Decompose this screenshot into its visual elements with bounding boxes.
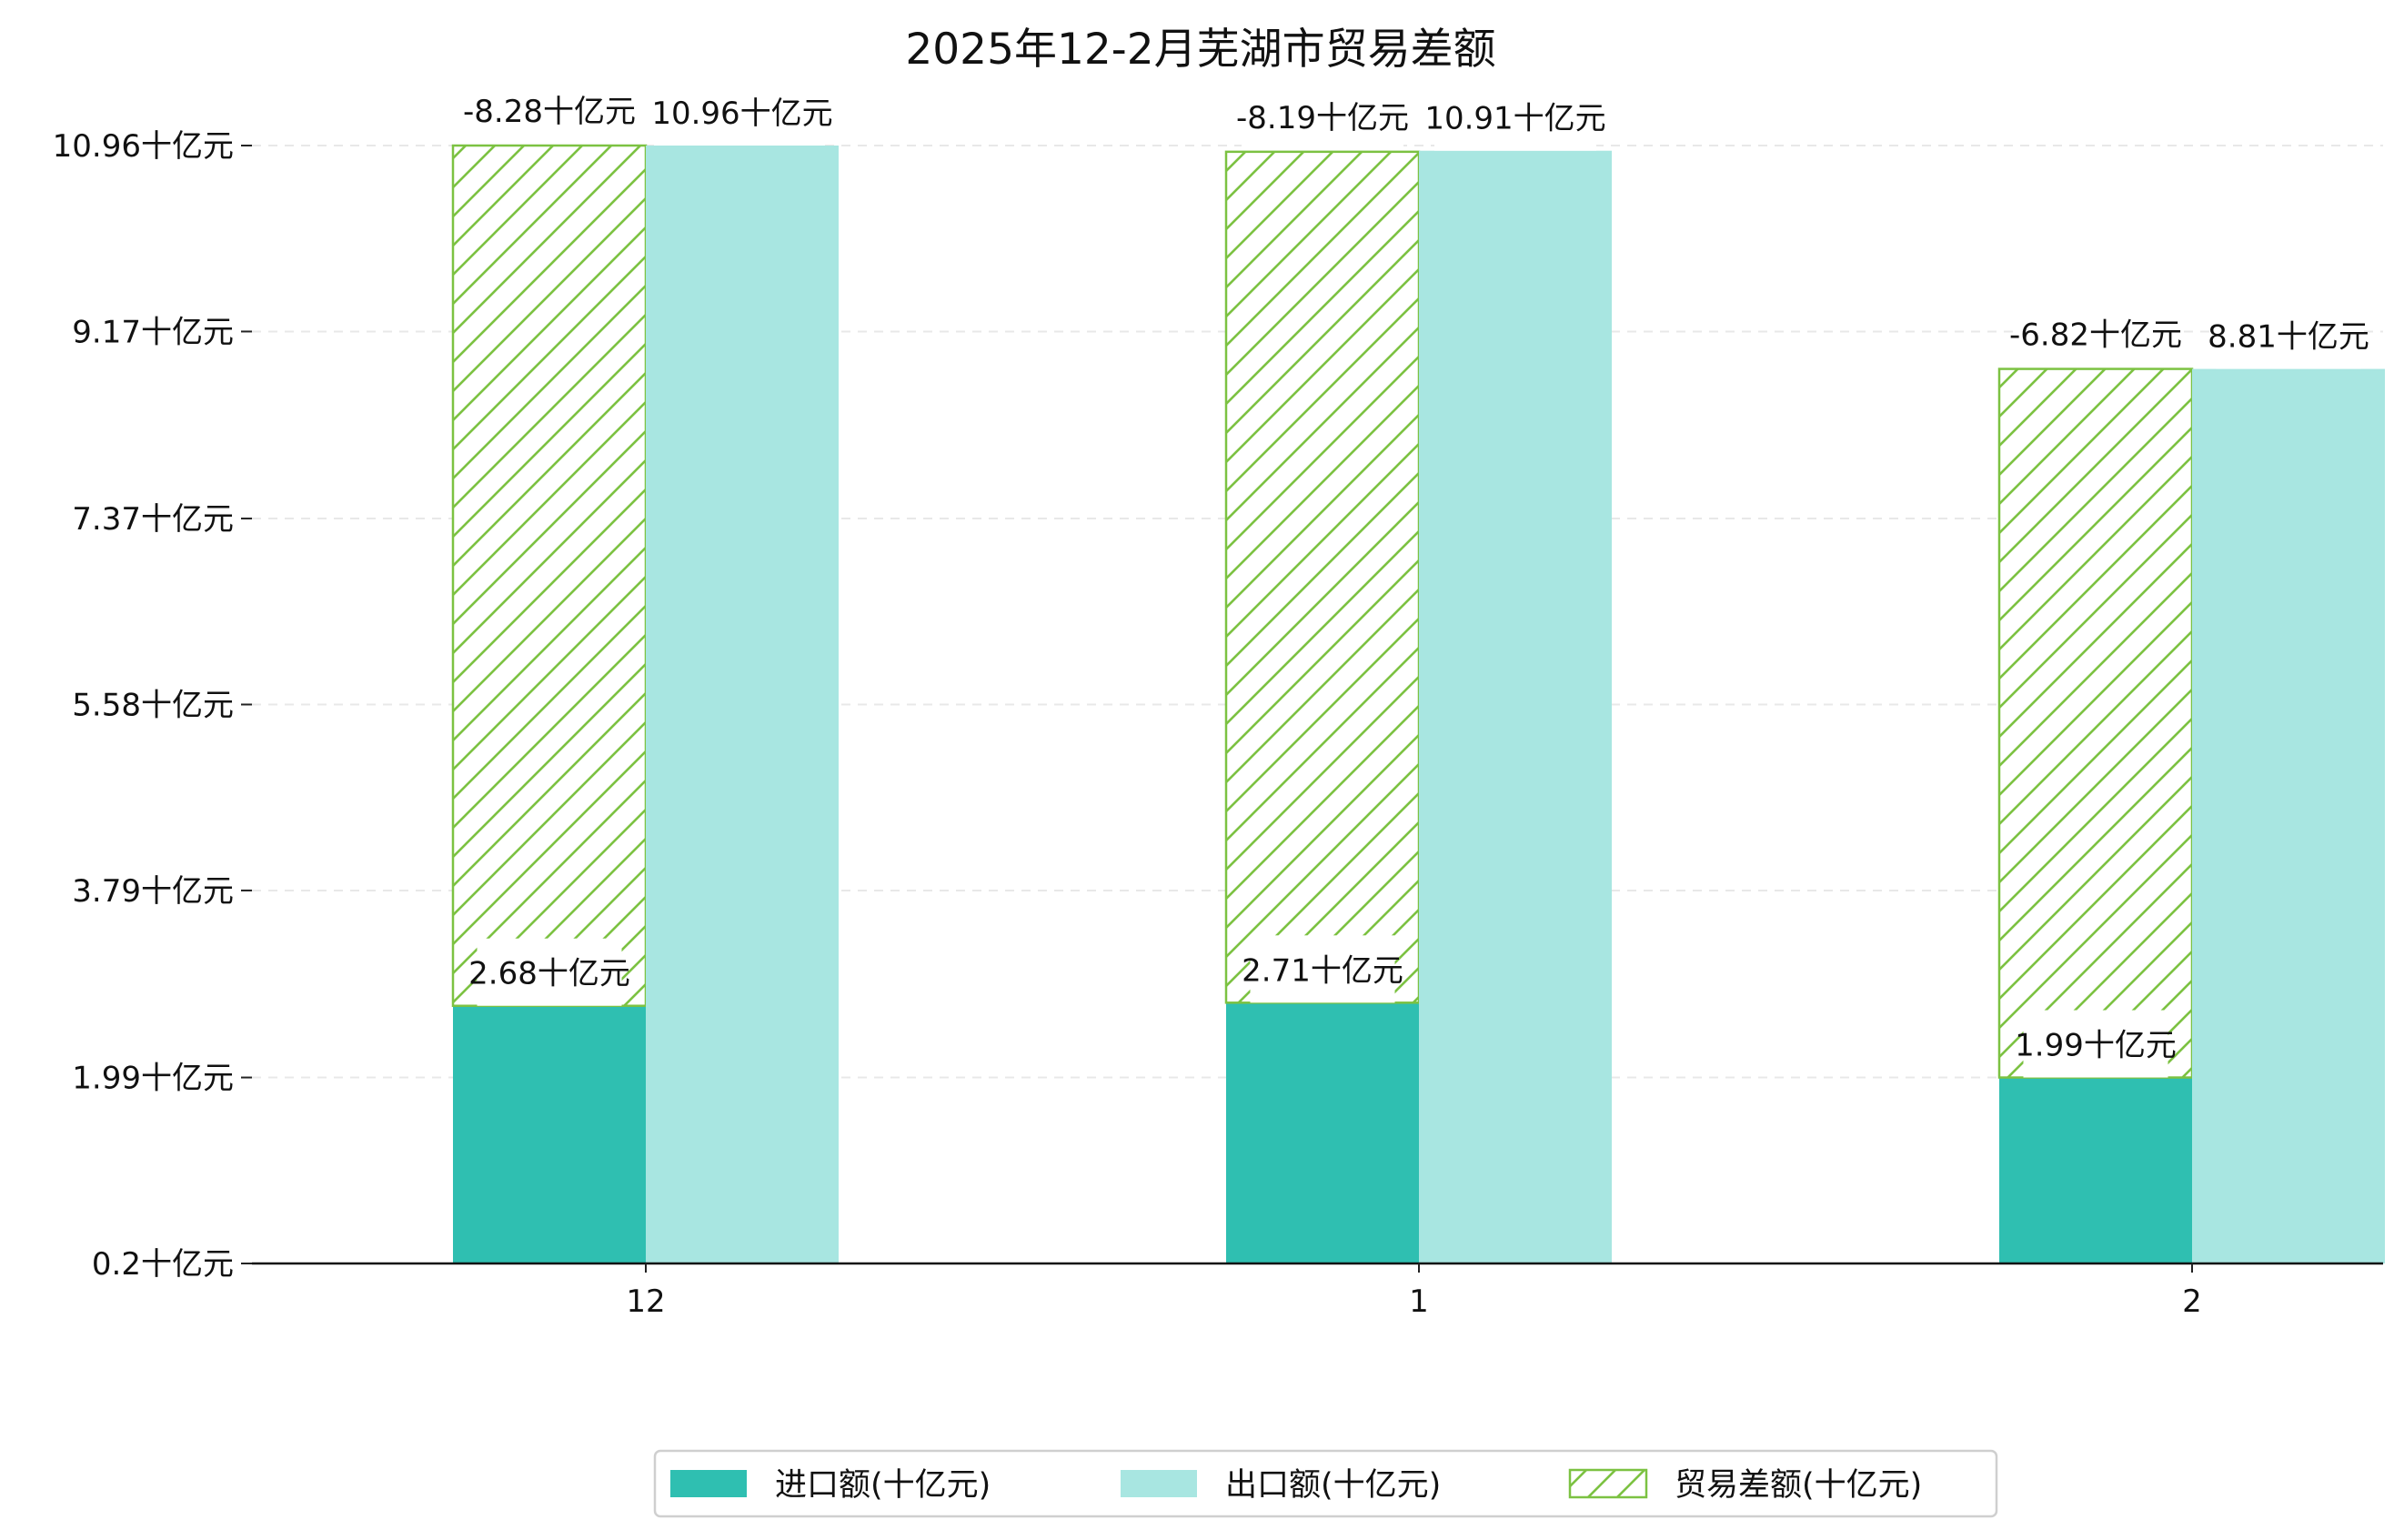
label-trade-balance-bg <box>1242 82 1403 150</box>
y-tick-label: 0.2十亿元 <box>92 1246 234 1283</box>
y-tick-label: 5.58十亿元 <box>72 688 234 724</box>
label-import: 2.68十亿元 <box>468 956 630 992</box>
bar-import <box>1226 1002 1419 1263</box>
label-trade-balance-bg <box>2015 299 2177 367</box>
y-tick-label: 1.99十亿元 <box>72 1061 234 1097</box>
x-tick-label: 1 <box>1409 1283 1429 1320</box>
axes: 0.2十亿元 1.99十亿元 3.79十亿元 5.58十亿元 7.37十亿元 9.17十亿… <box>53 128 2383 1320</box>
label-trade-balance: -6.82十亿元 <box>2009 317 2182 354</box>
bar-trade-balance <box>451 144 648 1007</box>
chart-title: 2025年12-2月芜湖市贸易差额 <box>905 25 1495 75</box>
label-import: 2.71十亿元 <box>1242 952 1403 989</box>
y-tick-label: 10.96十亿元 <box>53 128 234 165</box>
bar-export <box>2192 368 2385 1264</box>
label-import-bg <box>477 938 622 1006</box>
legend-label: 出口额(十亿元) <box>1225 1467 1441 1504</box>
label-export-bg <box>2216 301 2361 369</box>
bar-import <box>1999 1077 2192 1263</box>
label-export: 8.81十亿元 <box>2208 319 2369 356</box>
label-export-bg <box>1434 83 1596 151</box>
bar-export <box>1419 150 1612 1264</box>
y-tick-label: 9.17十亿元 <box>72 314 234 350</box>
label-trade-balance: -8.19十亿元 <box>1236 100 1409 136</box>
legend-swatch <box>1121 1470 1197 1497</box>
bar-import <box>453 1005 646 1263</box>
label-import: 1.99十亿元 <box>2015 1028 2177 1064</box>
legend-swatch <box>670 1470 747 1497</box>
bars <box>451 144 2385 1264</box>
y-tick-label: 3.79十亿元 <box>72 873 234 910</box>
legend-swatch-trade-balance <box>1568 1468 1648 1499</box>
label-trade-balance-bg <box>468 76 630 144</box>
bar-export <box>646 146 839 1263</box>
bar-trade-balance <box>1224 150 1421 1004</box>
legend-label: 贸易差额(十亿元) <box>1675 1467 1922 1504</box>
label-import-bg <box>1250 935 1395 1003</box>
x-tick-label: 2 <box>2182 1283 2202 1320</box>
legend-box <box>653 1449 1998 1518</box>
label-import-bg <box>2023 1010 2168 1078</box>
bar-trade-balance <box>1997 367 2194 1079</box>
legend-label: 进口额(十亿元) <box>775 1467 991 1504</box>
legend: 进口额(十亿元) 出口额(十亿元) 贸易差额(十亿元) <box>653 1449 1998 1518</box>
label-export-bg <box>661 78 823 146</box>
y-tick-label: 7.37十亿元 <box>72 501 234 538</box>
label-export: 10.96十亿元 <box>651 96 832 132</box>
label-export: 10.91十亿元 <box>1424 101 1605 137</box>
data-labels: 10.96十亿元 -8.28十亿元 2.68十亿元 10.91十亿元 -8.19十亿元 2… <box>463 76 2369 1078</box>
x-tick-label: 12 <box>626 1283 665 1320</box>
label-trade-balance: -8.28十亿元 <box>463 94 636 130</box>
